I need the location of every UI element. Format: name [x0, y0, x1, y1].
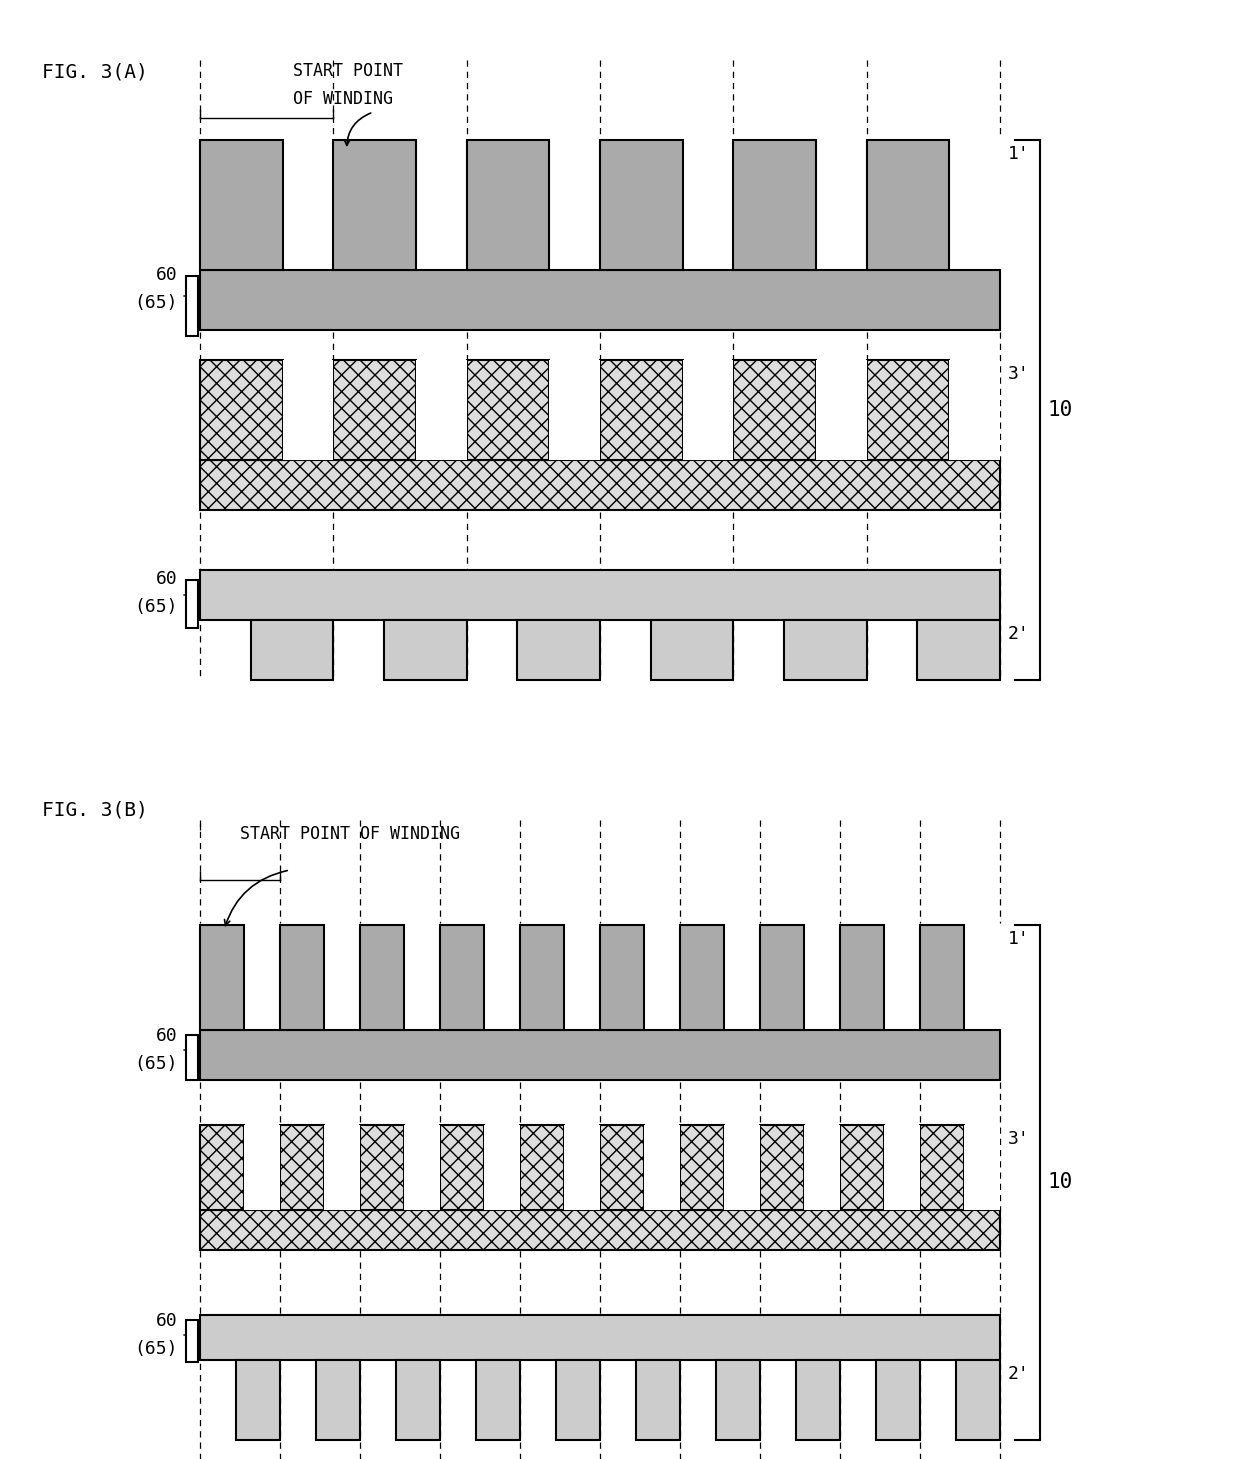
Bar — [680, 1125, 724, 1210]
Bar — [250, 620, 334, 680]
Text: 60: 60 — [156, 1027, 179, 1045]
Text: 2': 2' — [1008, 1366, 1029, 1383]
Bar — [683, 360, 733, 460]
Bar — [186, 1034, 198, 1080]
Bar — [839, 1125, 884, 1210]
Bar — [200, 140, 283, 270]
Bar — [816, 360, 867, 460]
Bar — [283, 360, 334, 460]
Bar — [236, 1360, 280, 1440]
Text: FIG. 3(B): FIG. 3(B) — [42, 800, 148, 818]
Bar — [875, 1360, 920, 1440]
Bar — [466, 140, 549, 270]
Bar — [760, 925, 804, 1030]
Bar — [724, 1125, 760, 1210]
Bar — [360, 1125, 404, 1210]
Bar — [200, 270, 999, 330]
Bar — [517, 620, 600, 680]
Text: 60: 60 — [156, 266, 179, 285]
Bar — [651, 620, 733, 680]
Bar — [804, 1125, 839, 1210]
Bar — [918, 620, 999, 680]
Bar — [280, 925, 324, 1030]
Bar — [440, 925, 484, 1030]
Bar — [186, 276, 198, 336]
Bar — [920, 925, 963, 1030]
Bar — [404, 1125, 440, 1210]
Bar — [244, 1125, 280, 1210]
Text: (65): (65) — [134, 1339, 179, 1358]
Bar — [549, 360, 600, 460]
Bar — [384, 620, 466, 680]
Bar — [520, 925, 564, 1030]
Text: 10: 10 — [1048, 1173, 1074, 1192]
Bar — [200, 1030, 999, 1080]
Bar — [760, 1125, 804, 1210]
Bar — [733, 360, 816, 460]
Bar — [360, 925, 404, 1030]
Bar — [884, 1125, 920, 1210]
Bar — [600, 360, 683, 460]
Bar — [784, 620, 867, 680]
Bar — [200, 1315, 999, 1360]
Bar — [733, 140, 816, 270]
Bar — [334, 360, 415, 460]
Bar — [186, 581, 198, 627]
Bar — [466, 360, 549, 460]
Text: START POINT: START POINT — [294, 61, 403, 80]
Bar — [715, 1360, 760, 1440]
Bar — [280, 1125, 324, 1210]
Text: (65): (65) — [134, 598, 179, 616]
Bar — [200, 1125, 244, 1210]
Text: FIG. 3(A): FIG. 3(A) — [42, 61, 148, 82]
Bar — [316, 1360, 360, 1440]
Text: 10: 10 — [1048, 400, 1074, 420]
Text: 60: 60 — [156, 570, 179, 588]
Text: 2': 2' — [1008, 624, 1029, 643]
Bar — [867, 360, 950, 460]
Text: OF WINDING: OF WINDING — [294, 90, 393, 108]
Text: (65): (65) — [134, 295, 179, 312]
Bar — [200, 360, 283, 460]
Bar — [963, 1125, 999, 1210]
Bar — [440, 1125, 484, 1210]
Bar — [200, 460, 999, 511]
Bar — [200, 1210, 999, 1250]
Text: (65): (65) — [134, 1055, 179, 1072]
Text: 1': 1' — [1008, 929, 1029, 948]
Bar — [324, 1125, 360, 1210]
Bar — [396, 1360, 440, 1440]
Bar — [200, 925, 244, 1030]
Text: 3': 3' — [1008, 1131, 1029, 1148]
Bar — [796, 1360, 839, 1440]
Text: 1': 1' — [1008, 144, 1029, 163]
Bar — [200, 570, 999, 620]
Bar — [956, 1360, 999, 1440]
Bar — [680, 925, 724, 1030]
Bar — [867, 140, 950, 270]
Text: START POINT OF WINDING: START POINT OF WINDING — [241, 824, 460, 843]
Bar — [556, 1360, 600, 1440]
Text: 60: 60 — [156, 1312, 179, 1331]
Bar — [484, 1125, 520, 1210]
Bar — [476, 1360, 520, 1440]
Bar — [839, 925, 884, 1030]
Bar — [520, 1125, 564, 1210]
Bar — [334, 140, 415, 270]
Bar — [564, 1125, 600, 1210]
Bar — [920, 1125, 963, 1210]
Bar — [644, 1125, 680, 1210]
Bar — [415, 360, 466, 460]
Bar — [950, 360, 999, 460]
Bar — [600, 1125, 644, 1210]
Bar — [636, 1360, 680, 1440]
Bar — [600, 140, 683, 270]
Text: 3': 3' — [1008, 365, 1029, 384]
Bar — [186, 1320, 198, 1363]
Bar — [600, 925, 644, 1030]
